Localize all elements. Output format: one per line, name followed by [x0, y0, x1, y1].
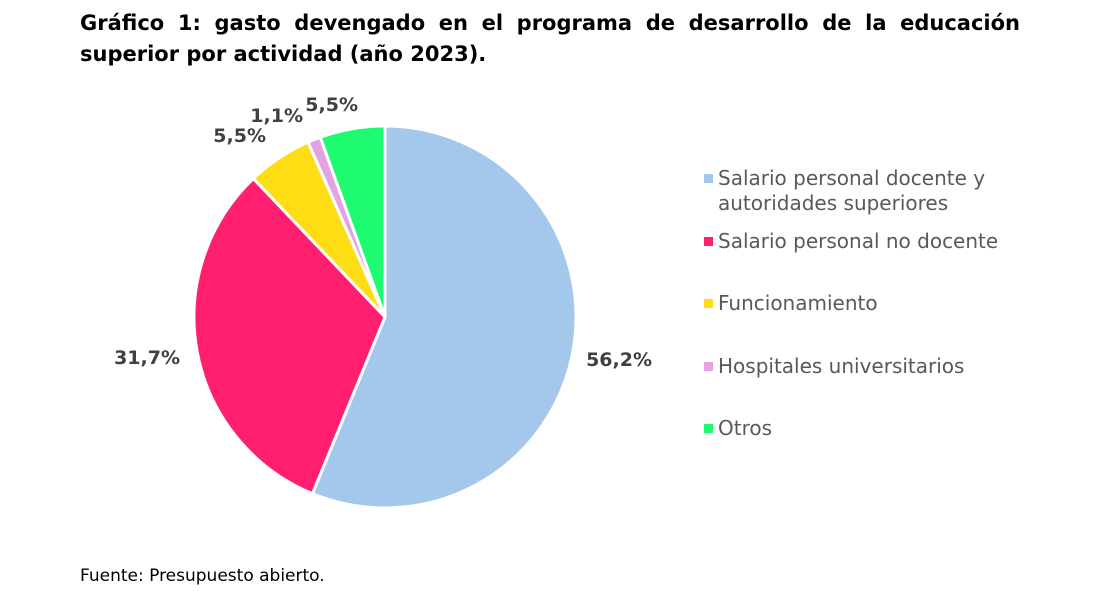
slice-label-2: 31,7% — [114, 347, 180, 369]
legend-swatch — [704, 362, 713, 371]
chart-title: Gráfico 1: gasto devengado en el program… — [80, 11, 1020, 66]
legend-label: Otros — [718, 416, 773, 440]
legend-item-3: Funcionamiento — [704, 291, 1014, 316]
source-note: Fuente: Presupuesto abierto. — [80, 566, 325, 586]
legend-label: Salario personal docente y autoridades s… — [718, 166, 986, 215]
legend-label: Salario personal no docente — [718, 229, 999, 253]
slice-label-4: 1,1% — [250, 105, 303, 127]
legend-item-2: Salario personal no docente — [704, 229, 1014, 254]
slice-label-5: 5,5% — [305, 94, 358, 116]
legend-item-5: Otros — [704, 416, 1014, 441]
legend-label: Funcionamiento — [718, 291, 878, 315]
legend-label: Hospitales universitarios — [718, 354, 965, 378]
pie-slice-5 — [318, 124, 387, 319]
pie-slice-2 — [192, 177, 387, 496]
legend-swatch — [704, 174, 713, 183]
legend-swatch — [704, 299, 713, 308]
legend-swatch — [704, 237, 713, 246]
legend-item-1: Salario personal docente y autoridades s… — [704, 166, 1014, 216]
legend-item-4: Hospitales universitarios — [704, 354, 1014, 379]
pie-slice-1 — [310, 124, 578, 510]
legend-swatch — [704, 424, 713, 433]
slice-label-1: 56,2% — [586, 349, 652, 371]
slice-label-3: 5,5% — [213, 125, 266, 147]
